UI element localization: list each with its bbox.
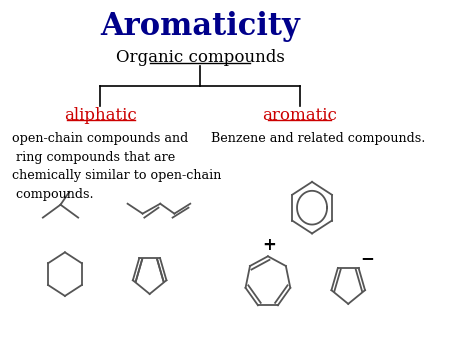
Text: aliphatic: aliphatic [64,107,137,124]
Text: +: + [263,236,277,255]
Text: Benzene and related compounds.: Benzene and related compounds. [212,132,426,145]
Text: open-chain compounds and
 ring compounds that are
chemically similar to open-cha: open-chain compounds and ring compounds … [12,132,221,201]
Text: aromatic: aromatic [262,107,337,124]
Text: Organic compounds: Organic compounds [116,49,284,67]
Text: −: − [361,249,374,267]
Text: Aromaticity: Aromaticity [100,11,300,42]
